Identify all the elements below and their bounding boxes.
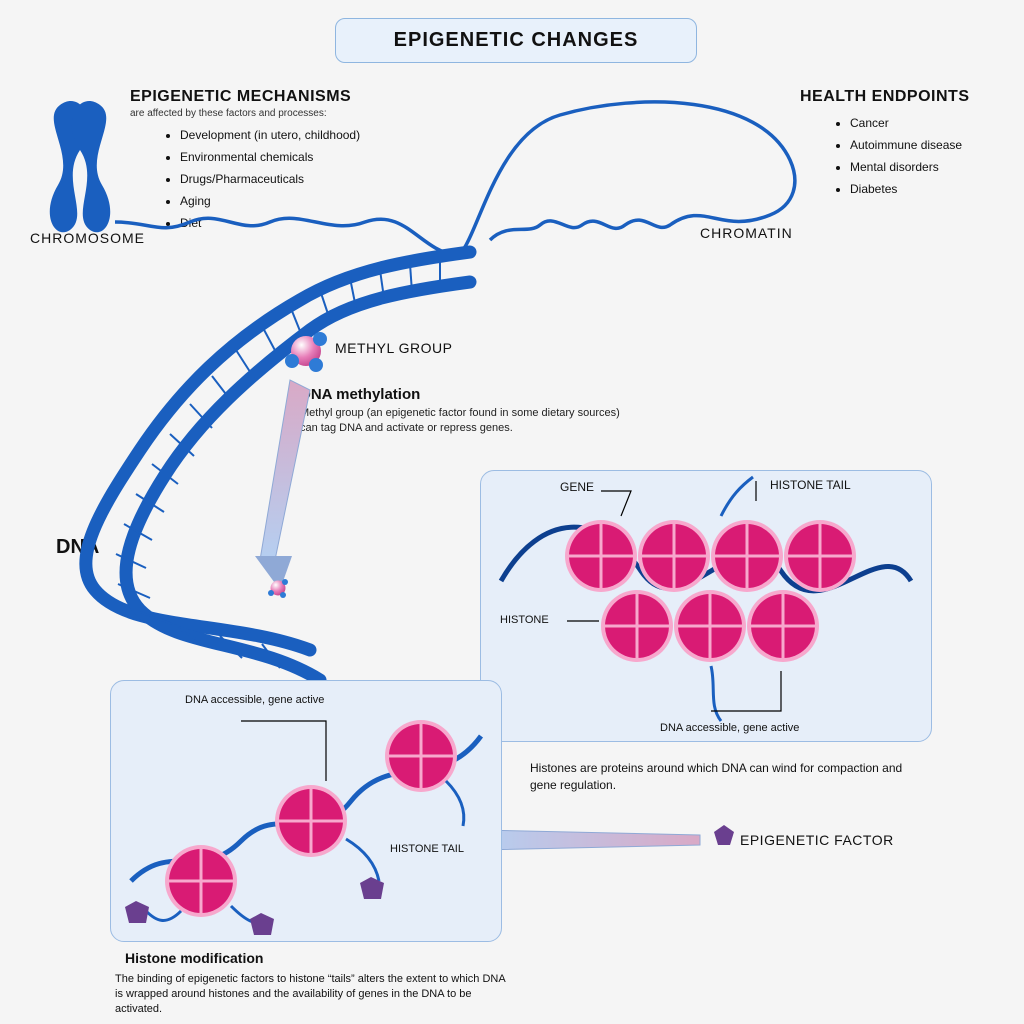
histone-tail-icon bbox=[146, 911, 181, 920]
pentagon-icon bbox=[360, 877, 384, 899]
histones-note: Histones are proteins around which DNA c… bbox=[530, 760, 930, 794]
histone-tail-icon bbox=[721, 477, 753, 516]
histone-modification-panel bbox=[110, 680, 502, 942]
chromosome-icon bbox=[50, 101, 110, 232]
histone-cluster-panel bbox=[480, 470, 932, 742]
epigenetic-factor-icon bbox=[714, 825, 734, 845]
methyl-on-dna-icon bbox=[268, 579, 288, 598]
histone-tail-label-2: HISTONE TAIL bbox=[390, 843, 464, 855]
pointer-line-icon bbox=[241, 721, 326, 781]
dna-accessible-label: DNA accessible, gene active bbox=[660, 722, 799, 734]
histone-icon bbox=[165, 845, 237, 917]
chromatin-line-icon bbox=[115, 102, 795, 255]
histone-icon bbox=[275, 785, 347, 857]
histone-tail-label: HISTONE TAIL bbox=[770, 478, 851, 492]
histone-label: HISTONE bbox=[500, 614, 549, 626]
pentagon-icon bbox=[125, 901, 149, 923]
histone-tail-icon bbox=[446, 781, 464, 826]
histone-modification-heading: Histone modification bbox=[125, 950, 263, 966]
gene-label: GENE bbox=[560, 480, 594, 494]
histone-group-icon bbox=[565, 520, 856, 662]
pointer-line-icon bbox=[601, 491, 631, 516]
pointer-line-icon bbox=[711, 671, 781, 711]
epigenetic-factor-label: EPIGENETIC FACTOR bbox=[740, 832, 894, 848]
methyl-arrow-icon bbox=[255, 380, 310, 590]
histone-tail-icon bbox=[346, 839, 379, 881]
histone-modification-body: The binding of epigenetic factors to his… bbox=[115, 972, 515, 1017]
dna-accessible-label-2: DNA accessible, gene active bbox=[185, 694, 324, 706]
pentagon-icon bbox=[250, 913, 274, 935]
histone-tail-icon bbox=[711, 666, 721, 721]
